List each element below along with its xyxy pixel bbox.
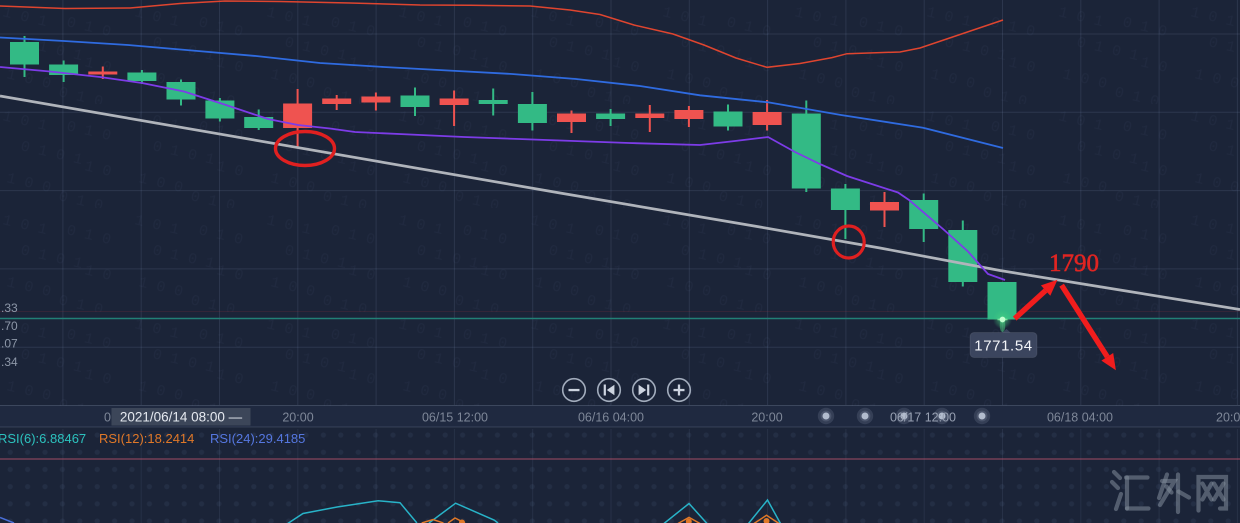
svg-text:06/18 04:00: 06/18 04:00 [1047,411,1113,425]
svg-text:1771.54: 1771.54 [974,338,1032,355]
svg-text:.34: .34 [1,355,18,369]
svg-text:.33: .33 [1,301,18,315]
svg-text:1790: 1790 [1049,250,1099,277]
svg-text:20:00: 20:00 [1216,411,1240,425]
svg-text:06/16 04:00: 06/16 04:00 [578,411,644,425]
svg-text:.70: .70 [1,319,18,333]
svg-text:2021/06/14 08:00 —: 2021/06/14 08:00 — [120,410,243,425]
svg-text:RSI(24):29.4185: RSI(24):29.4185 [210,431,305,446]
svg-text:RSI(6):6.88467: RSI(6):6.88467 [0,431,86,446]
svg-text:06/15 12:00: 06/15 12:00 [422,411,488,425]
svg-text:20:00: 20:00 [751,411,782,425]
svg-text:06/17 12:00: 06/17 12:00 [890,411,956,425]
svg-text:RSI(12):18.2414: RSI(12):18.2414 [99,431,194,446]
svg-text:20:00: 20:00 [282,411,313,425]
svg-text:.07: .07 [1,337,18,351]
